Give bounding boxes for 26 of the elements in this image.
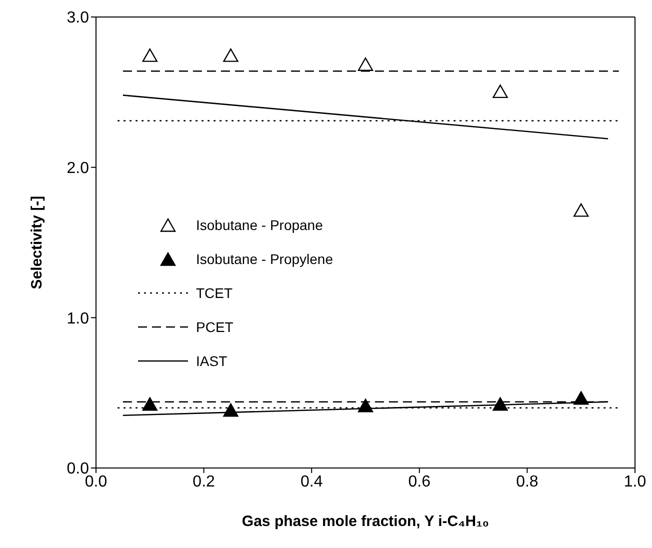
x-tick-label: 0.6 [408,473,431,490]
x-tick-label: 1.0 [624,473,646,490]
x-axis-title: Gas phase mole fraction, Y i-C₄H₁₀ [242,513,490,530]
x-tick-label: 0.0 [84,473,108,490]
x-tick-label: 0.8 [516,473,538,490]
legend-label: Isobutane - Propane [196,217,323,233]
point [142,397,158,411]
y-axis-title: Selectivity [-] [28,196,46,290]
point [574,391,589,405]
legend-label: Isobutane - Propylene [196,251,333,267]
point [492,84,508,98]
point [492,397,508,411]
point [223,48,238,62]
legend-label: IAST [196,353,228,369]
y-tick-label: 1.0 [66,310,90,328]
point [142,48,158,62]
point [358,58,374,71]
x-tick-label: 0.2 [192,473,216,490]
point [574,203,589,217]
x-tick-label: 0.4 [300,473,323,490]
y-tick-label: 3.0 [66,10,90,27]
legend-label: PCET [196,319,234,335]
point [223,403,238,417]
point [358,398,374,412]
y-tick-label: 2.0 [66,160,90,178]
legend-label: TCET [196,285,233,301]
